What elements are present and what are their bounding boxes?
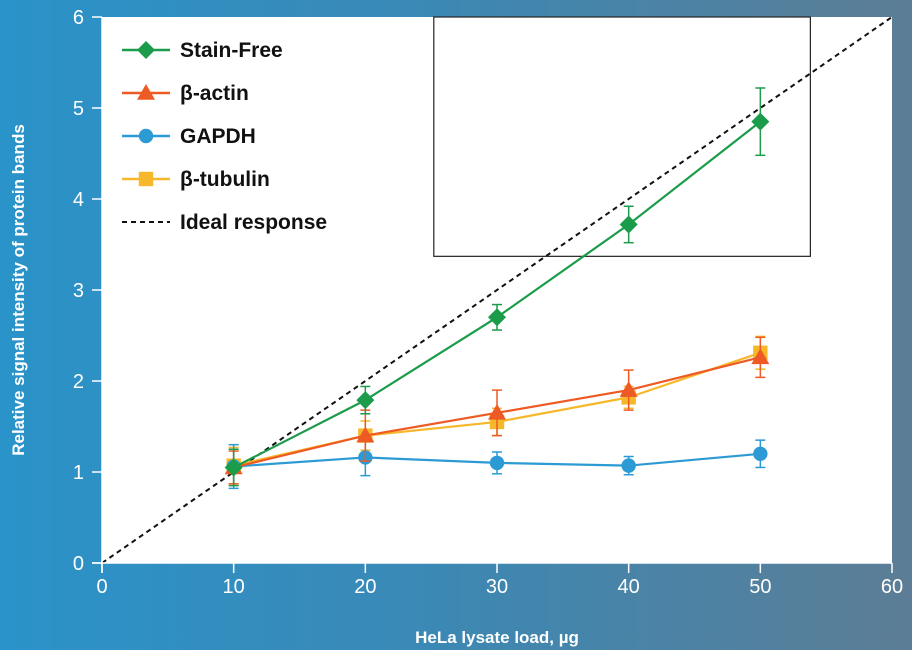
legend-label: Ideal response: [180, 211, 327, 234]
y-tick-label: 0: [73, 553, 84, 575]
y-tick-label: 2: [73, 371, 84, 393]
y-axis-title: Relative signal intensity of protein ban…: [9, 124, 28, 456]
legend-entry-tubulin: β-tubulin: [122, 168, 270, 191]
data-point-gapdh: [753, 446, 768, 461]
data-point-stain-free: [224, 458, 243, 477]
x-tick-label: 40: [618, 576, 640, 598]
y-tick-label: 1: [73, 462, 84, 484]
tick-labels-group: 0 10 20 30 40 50 60 0 1 2 3 4 5 6: [73, 7, 903, 598]
legend-swatch-marker: [138, 128, 154, 144]
ideal-line-group: [101, 16, 893, 564]
legend-label: GAPDH: [180, 125, 256, 148]
legend-label: Stain-Free: [180, 39, 283, 62]
legend-entry-ideal-response: Ideal response: [122, 211, 327, 234]
legend-entry-stain-free: Stain-Free: [122, 39, 283, 62]
x-tick-label: 60: [881, 576, 903, 598]
data-point-stain-free: [619, 215, 638, 234]
data-point-stain-free: [488, 308, 506, 327]
inset-box-group: [433, 16, 811, 257]
legend-swatch-marker: [138, 171, 154, 187]
data-point-actin: [619, 381, 638, 397]
data-point-actin: [356, 426, 375, 443]
x-tick-label: 30: [486, 576, 508, 598]
data-point-gapdh: [489, 455, 505, 471]
x-axis-title: HeLa lysate load, µg: [415, 628, 579, 647]
y-tick-label: 4: [73, 189, 84, 211]
data-point-stain-free: [751, 112, 770, 131]
x-tick-label: 20: [354, 576, 376, 598]
series-stain-free: [224, 87, 770, 487]
legend-entry-gapdh: GAPDH: [122, 125, 256, 148]
legend-label: β-actin: [180, 82, 249, 105]
axes-group: [92, 17, 892, 573]
legend-swatch-marker: [137, 41, 155, 59]
x-tick-label: 0: [96, 576, 107, 598]
legend-entry-actin: β-actin: [122, 82, 249, 105]
x-tick-label: 10: [223, 576, 245, 598]
y-tick-label: 5: [73, 98, 84, 120]
data-point-actin: [751, 348, 770, 365]
data-point-stain-free: [356, 391, 375, 410]
data-point-gapdh: [621, 458, 636, 473]
series-group: [224, 87, 770, 490]
y-tick-label: 6: [73, 7, 84, 29]
data-point-actin: [488, 403, 506, 420]
legend: Stain-Free β-actin GAPDH β-tubulin Ideal res…: [122, 39, 327, 234]
ideal-response-line: [101, 16, 893, 564]
legend-label: β-tubulin: [180, 168, 270, 191]
inset-rectangle: [433, 16, 811, 257]
legend-swatch-marker: [137, 84, 155, 100]
y-tick-label: 3: [73, 280, 84, 302]
x-tick-label: 50: [749, 576, 771, 598]
